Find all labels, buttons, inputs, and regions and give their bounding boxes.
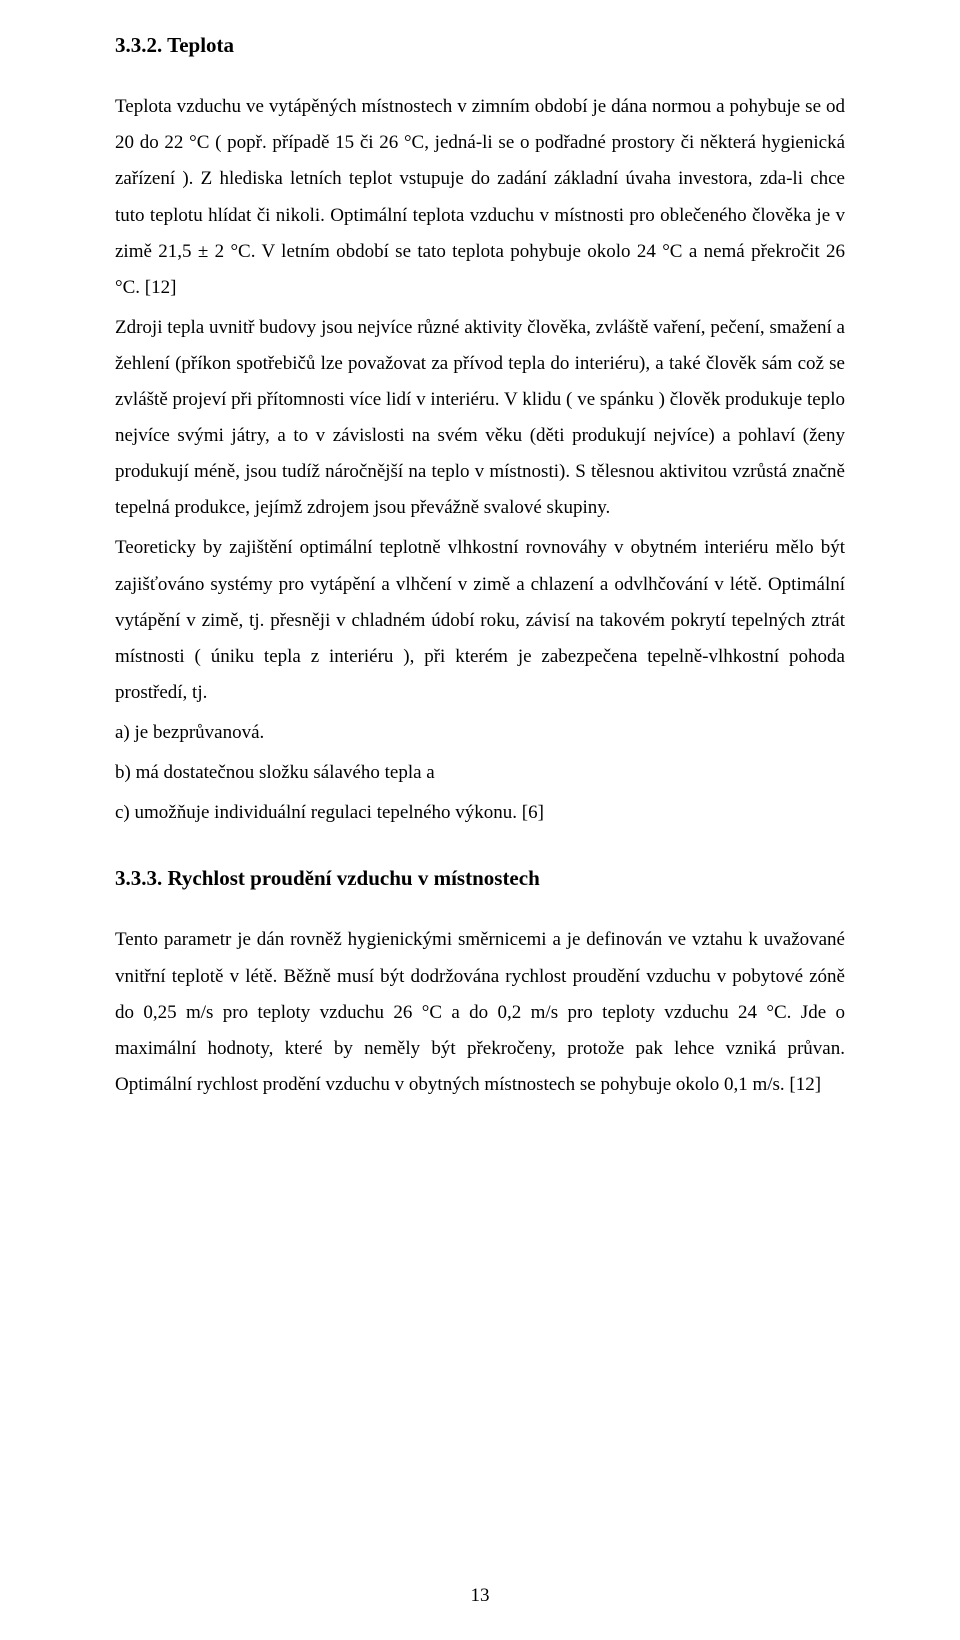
list-item-b: b) má dostatečnou složku sálavého tepla … <box>115 755 845 791</box>
paragraph: Teplota vzduchu ve vytápěných místnostec… <box>115 89 845 306</box>
document-page: 3.3.2. Teplota Teplota vzduchu ve vytápě… <box>0 0 960 1640</box>
paragraph: Tento parametr je dán rovněž hygienickým… <box>115 922 845 1102</box>
paragraph: Teoreticky by zajištění optimální teplot… <box>115 530 845 710</box>
list-item-a: a) je bezprůvanová. <box>115 715 845 751</box>
section-heading-332: 3.3.2. Teplota <box>115 32 845 59</box>
paragraph: Zdroji tepla uvnitř budovy jsou nejvíce … <box>115 310 845 527</box>
page-number: 13 <box>0 1578 960 1614</box>
spacer <box>115 835 845 865</box>
list-item-c: c) umožňuje individuální regulaci tepeln… <box>115 795 845 831</box>
section-heading-333: 3.3.3. Rychlost proudění vzduchu v místn… <box>115 865 845 892</box>
